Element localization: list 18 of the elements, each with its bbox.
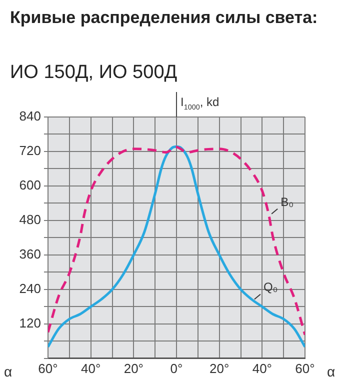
x-tick-label: 40° [80,360,101,376]
y-tick-label: 240 [19,281,41,296]
x-tick-label: 60° [38,360,58,376]
text: α [4,363,12,380]
y-tick-label: 720 [19,143,41,158]
chart-title: Кривые распределения силы света: [10,8,318,28]
x-axis-title: α [326,363,336,380]
x-tick-label: 60° [295,360,315,376]
y-tick-label: 360 [19,246,41,262]
x-tick-label: 0° [170,360,183,376]
chart-subtitle: ИО 150Д, ИО 500Д [10,62,178,84]
x-tick-label: 40° [252,360,272,376]
y-tick-label: 840 [19,108,41,124]
y-tick-label: 120 [19,315,41,330]
y-tick-label: 600 [19,178,41,193]
x-tick-label: 20° [209,360,230,376]
y-tick-label: 480 [19,212,41,228]
x-tick-label: 20° [124,360,144,376]
